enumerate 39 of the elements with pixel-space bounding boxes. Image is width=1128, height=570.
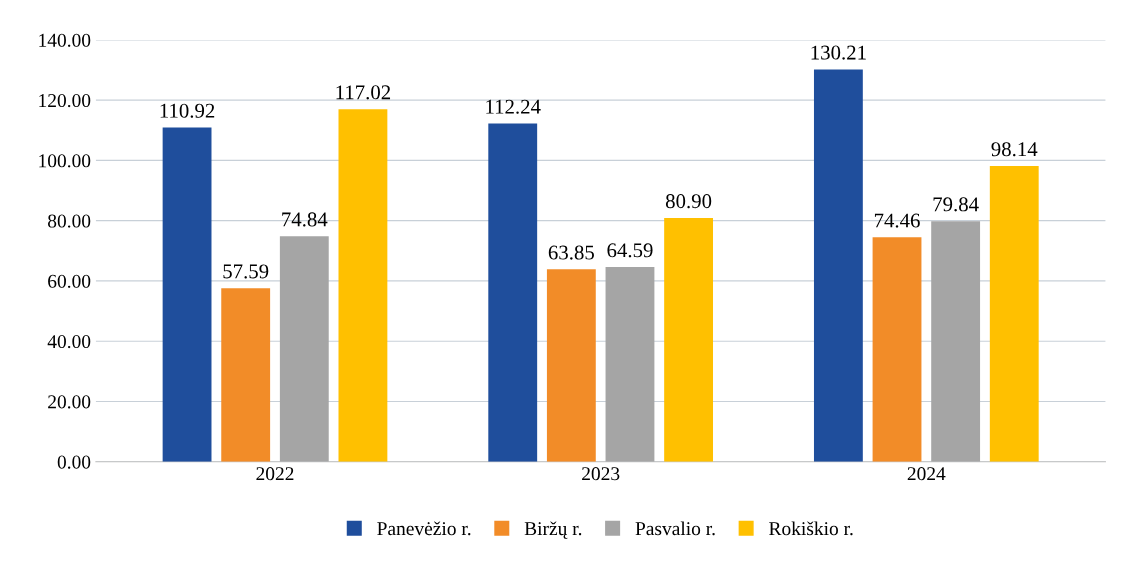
legend-label: Rokiškio r. [769,521,853,536]
x-tick-label: 2023 [582,467,620,481]
bar [664,217,714,462]
y-tick-label: 100.00 [39,154,91,168]
y-tick-label: 140.00 [39,33,91,47]
bar [989,166,1039,462]
y-tick-label: 40.00 [47,335,91,349]
legend-label: Panevėžio r. [377,521,471,536]
y-tick-label: 80.00 [48,214,91,228]
y-tick-label: 60.00 [48,274,91,288]
data-label: 130.21 [811,45,866,60]
data-label: 80.90 [665,194,712,209]
data-label: 57.59 [223,264,269,279]
data-label: 74.84 [282,212,328,227]
bar [488,123,538,462]
data-label: 63.85 [548,245,594,260]
bar [872,237,922,462]
data-label: 64.59 [607,243,653,258]
legend-label: Biržų r. [524,521,582,539]
data-label: 110.92 [160,103,215,118]
data-label: 74.46 [874,213,920,228]
bar [279,236,329,462]
legend-label: Pasvalio r. [635,521,715,536]
x-tick-label: 2024 [907,467,946,481]
y-tick-label: 20.00 [48,395,91,409]
y-tick-label: 120.00 [39,93,91,108]
data-label: 98.14 [991,142,1038,157]
y-tick-label: 0.00 [57,455,91,469]
data-label: 79.84 [933,197,979,212]
bar [605,267,655,462]
bar [546,269,596,462]
bar [931,221,981,462]
bar [162,127,212,462]
bar [813,69,863,462]
x-tick-label: 2022 [256,467,294,481]
data-label: 112.24 [486,99,541,114]
bar [338,109,388,462]
bar [221,288,271,462]
data-label: 117.02 [336,85,391,100]
